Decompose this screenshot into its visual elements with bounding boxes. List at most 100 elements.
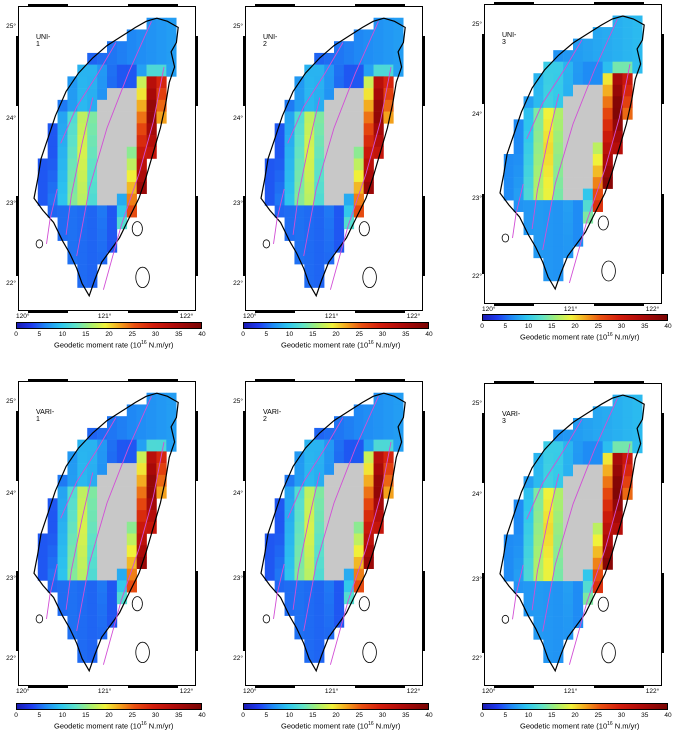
grid-cell bbox=[324, 158, 335, 171]
grid-cell bbox=[57, 580, 68, 593]
grid-cell bbox=[553, 96, 564, 109]
grid-cell bbox=[284, 603, 295, 616]
grid-cell bbox=[116, 580, 128, 593]
grid-cell bbox=[304, 264, 315, 277]
grid-cell bbox=[284, 123, 295, 136]
grid-cell bbox=[136, 486, 147, 499]
grid-cell bbox=[592, 38, 603, 51]
grid-cell bbox=[543, 119, 554, 132]
grid-cell bbox=[57, 228, 68, 241]
grid-cell bbox=[304, 463, 315, 476]
grid-cell bbox=[97, 533, 108, 546]
grid-cell bbox=[67, 88, 78, 101]
grid-cell bbox=[107, 498, 118, 511]
grid-cell bbox=[602, 130, 613, 143]
grid-cell bbox=[304, 205, 315, 218]
island bbox=[601, 260, 616, 282]
grid-cell bbox=[294, 228, 305, 241]
colorbar-tick-label: 5 bbox=[37, 331, 42, 338]
grid-cell bbox=[373, 416, 384, 429]
grid-cell bbox=[156, 76, 167, 89]
longitude-label: 122° bbox=[645, 306, 660, 313]
grid-cell bbox=[612, 464, 623, 477]
strain-grid-map bbox=[33, 17, 179, 298]
fault-line bbox=[273, 563, 285, 619]
grid-cell bbox=[314, 474, 325, 487]
grid-cell bbox=[553, 142, 564, 155]
grid-cell bbox=[343, 486, 355, 499]
grid-cell bbox=[503, 569, 514, 582]
grid-cell bbox=[334, 99, 345, 112]
grid-cell bbox=[612, 84, 623, 97]
grid-cell bbox=[87, 240, 98, 253]
grid-cell bbox=[126, 41, 137, 54]
grid-cell bbox=[563, 200, 574, 212]
grid-cell bbox=[284, 158, 295, 171]
grid-cell bbox=[97, 88, 108, 101]
grid-cell bbox=[166, 416, 177, 429]
island bbox=[35, 614, 44, 624]
grid-cell bbox=[126, 510, 137, 523]
grid-cell bbox=[632, 61, 643, 74]
grid-cell bbox=[324, 146, 335, 159]
frame-segment bbox=[243, 36, 246, 106]
grid-cell bbox=[523, 142, 534, 155]
grid-cell bbox=[334, 240, 345, 253]
grid-cell bbox=[513, 522, 524, 535]
grid-cell bbox=[533, 165, 544, 178]
grid-cell bbox=[97, 545, 108, 558]
island bbox=[597, 596, 609, 612]
grid-cell bbox=[77, 158, 88, 171]
island bbox=[601, 642, 616, 664]
grid-cell bbox=[533, 522, 544, 535]
grid-cell bbox=[37, 170, 48, 183]
grid-cell bbox=[543, 452, 554, 465]
grid-cell bbox=[136, 498, 147, 511]
grid-cell bbox=[592, 61, 603, 74]
grid-cell bbox=[97, 76, 108, 89]
colorbar-title: Geodetic moment rate (1016 N.m/yr) bbox=[520, 332, 640, 342]
grid-cell bbox=[622, 107, 633, 120]
grid-cell bbox=[97, 111, 108, 124]
frame-segment bbox=[482, 34, 485, 104]
fault-line bbox=[76, 396, 152, 632]
grid-cell bbox=[353, 76, 364, 89]
grid-cell bbox=[324, 427, 335, 440]
model-label: UNI-1 bbox=[36, 34, 51, 48]
grid-cell bbox=[314, 158, 325, 171]
colorbar-tick-label: 25 bbox=[355, 331, 363, 338]
fault-line bbox=[512, 564, 524, 620]
grid-cell bbox=[324, 99, 335, 112]
colorbar-tick-label: 25 bbox=[128, 712, 136, 719]
grid-cell bbox=[126, 474, 137, 487]
longitude-label: 122° bbox=[406, 313, 421, 320]
grid-cell bbox=[57, 217, 68, 230]
colorbar-tick-label: 20 bbox=[105, 712, 113, 719]
grid-cell bbox=[126, 29, 137, 42]
grid-cell bbox=[136, 510, 147, 523]
colorbar-tick-label: 5 bbox=[503, 323, 508, 330]
frame-segment bbox=[422, 571, 425, 651]
grid-cell bbox=[107, 568, 118, 581]
model-label: VARI-3 bbox=[502, 411, 521, 425]
frame-segment bbox=[128, 4, 178, 7]
grid-cell bbox=[324, 603, 335, 616]
grid-cell bbox=[582, 499, 594, 512]
grid-cell bbox=[592, 452, 603, 465]
grid-cell bbox=[284, 545, 295, 558]
grid-cell bbox=[77, 76, 88, 89]
grid-cell bbox=[363, 498, 374, 511]
grid-cell bbox=[77, 252, 88, 265]
colorbar-tick-label: 0 bbox=[480, 712, 484, 719]
grid-cell bbox=[67, 158, 78, 171]
grid-cell bbox=[592, 119, 603, 132]
fault-line bbox=[303, 21, 379, 257]
latitude-label: 23° bbox=[233, 200, 243, 208]
grid-cell bbox=[383, 64, 394, 77]
grid-cell bbox=[294, 135, 305, 148]
grid-cell bbox=[77, 545, 88, 558]
grid-cell bbox=[533, 96, 544, 109]
colorbar-tick-label: 0 bbox=[241, 712, 245, 719]
grid-cell bbox=[136, 463, 147, 476]
grid-cell bbox=[553, 511, 564, 524]
